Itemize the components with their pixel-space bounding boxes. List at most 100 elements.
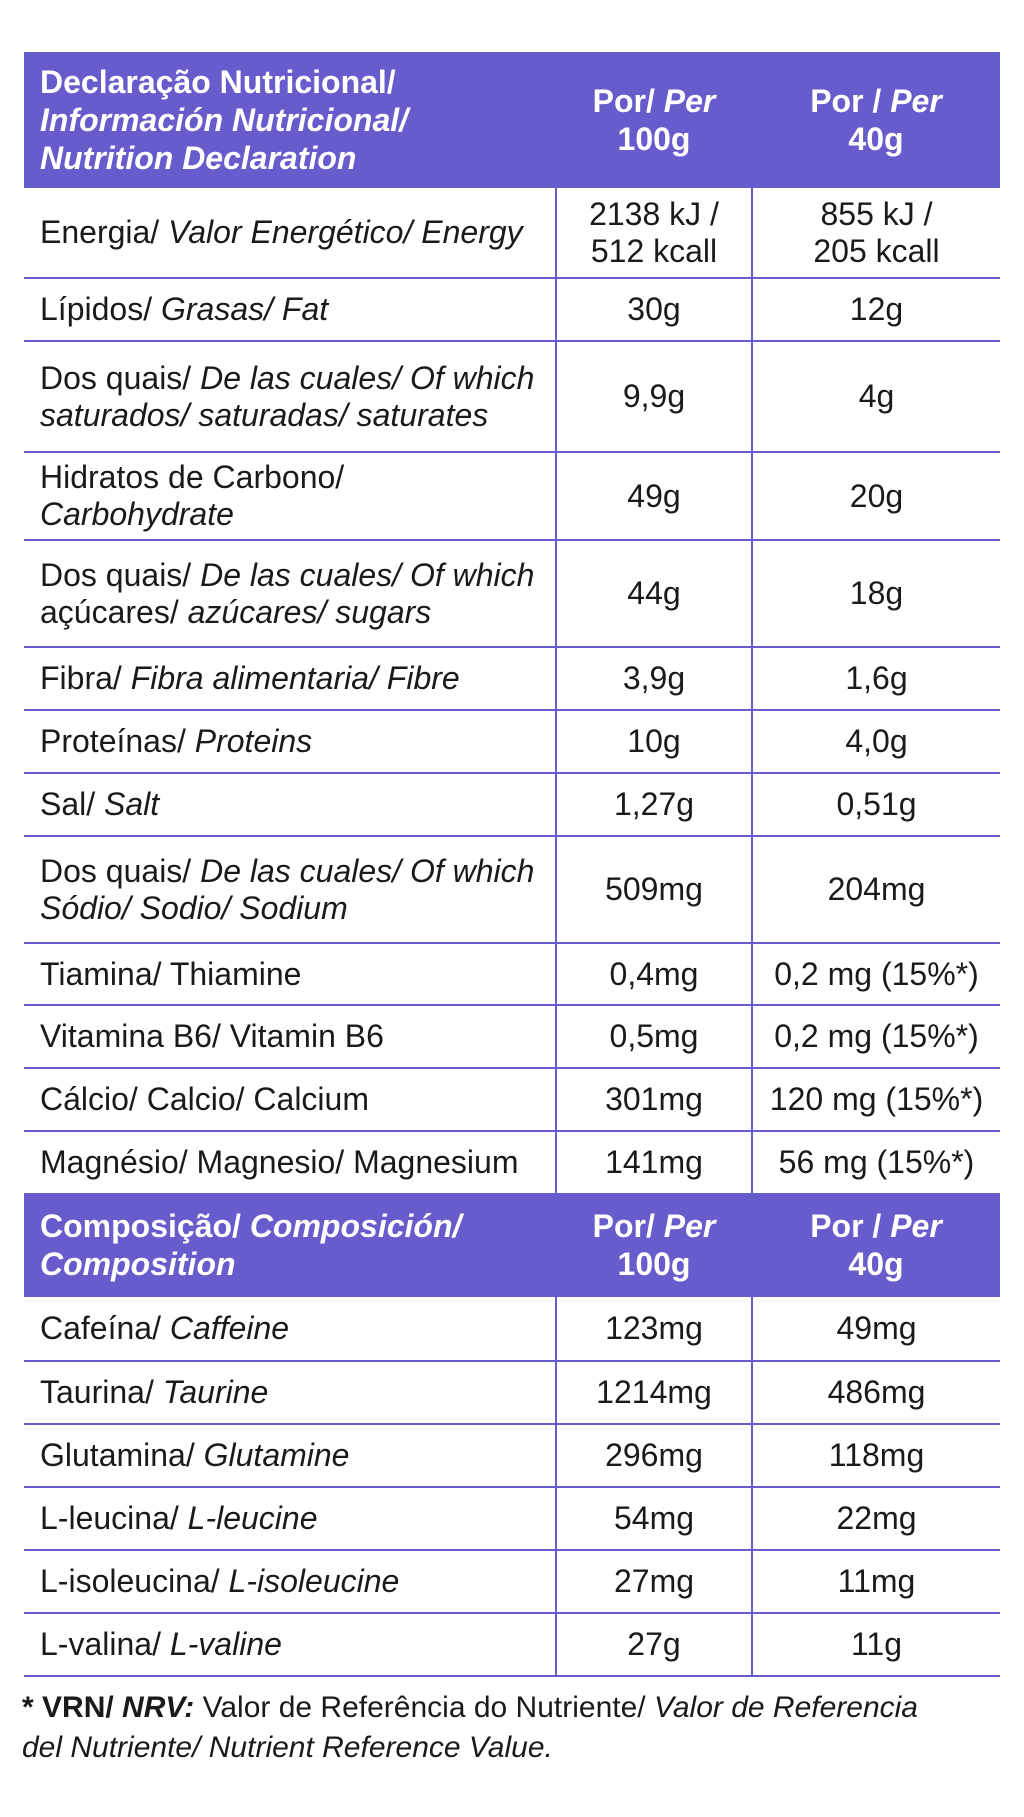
label-line-2: saturados/ saturadas/ saturates bbox=[40, 396, 489, 433]
value-40g: 11mg bbox=[751, 1550, 1000, 1614]
header-amount: 40g bbox=[848, 1246, 904, 1282]
composition-header-label: Composição/ Composición/ Composition bbox=[24, 1193, 556, 1297]
nutrition-header-label: Declaração Nutricional/ Información Nutr… bbox=[24, 52, 556, 188]
table-row-sodium: Dos quais/ De las cuales/ Of which Sódio/… bbox=[24, 836, 1000, 944]
header-label-es: Información Nutricional/ bbox=[40, 102, 409, 138]
value-100g: 123mg bbox=[555, 1297, 752, 1362]
label-pt: Dos quais/ bbox=[40, 359, 201, 396]
row-label: L-leucina/ L-leucine bbox=[24, 1487, 556, 1551]
table-row-vitamin-b6: Vitamina B6/ Vitamin B6 0,5mg 0,2 mg (15… bbox=[24, 1005, 1000, 1069]
value-40g: 855 kJ /205 kcall bbox=[751, 188, 1000, 279]
value-100g: 2138 kJ /512 kcall bbox=[555, 188, 752, 279]
label-en: Glutamine bbox=[203, 1437, 350, 1473]
row-label: Hidratos de Carbono/ Carbohydrate bbox=[24, 452, 556, 541]
value-100g: 27g bbox=[555, 1613, 752, 1677]
table-row-salt: Sal/ Salt 1,27g 0,51g bbox=[24, 773, 1000, 837]
label-pt: Glutamina/ bbox=[40, 1437, 204, 1473]
value-100g: 296mg bbox=[555, 1424, 752, 1488]
label-pt: Energia/ bbox=[40, 214, 169, 250]
value-100g: 9,9g bbox=[555, 341, 752, 453]
value-40g: 204mg bbox=[751, 836, 1000, 944]
composition-header-row: Composição/ Composición/ Composition Por… bbox=[24, 1193, 1000, 1297]
table-row-magnesium: Magnésio/ Magnesio/ Magnesium 141mg 56 m… bbox=[24, 1131, 1000, 1193]
header-per: Per bbox=[663, 83, 716, 119]
table-row-energy: Energia/ Valor Energético/ Energy 2138 k… bbox=[24, 188, 1000, 279]
value-100g: 27mg bbox=[555, 1550, 752, 1614]
value-40g: 120 mg (15%*) bbox=[751, 1068, 1000, 1132]
row-label: Dos quais/ De las cuales/ Of which Sódio/… bbox=[24, 836, 556, 944]
label-line-2: Sódio/ Sodio/ Sodium bbox=[40, 889, 348, 926]
value-40g: 4,0g bbox=[751, 710, 1000, 774]
value-40g: 49mg bbox=[751, 1297, 1000, 1362]
row-label: Dos quais/ De las cuales/ Of which satura… bbox=[24, 341, 556, 453]
row-label: Cafeína/ Caffeine bbox=[24, 1297, 556, 1362]
nutrition-table: Declaração Nutricional/ Información Nutr… bbox=[24, 52, 1000, 1677]
label-es-en: De las cuales/ Of which bbox=[200, 556, 535, 593]
row-label: Dos quais/ De las cuales/ Of which açúcar… bbox=[24, 540, 556, 648]
label-pt: Lípidos/ bbox=[40, 291, 161, 327]
table-row-saturates: Dos quais/ De las cuales/ Of which satura… bbox=[24, 341, 1000, 453]
row-label: Vitamina B6/ Vitamin B6 bbox=[24, 1005, 556, 1069]
label-pt: Taurina/ bbox=[40, 1374, 163, 1410]
row-label: L-isoleucina/ L-isoleucine bbox=[24, 1550, 556, 1614]
label-es-en: De las cuales/ Of which bbox=[200, 852, 535, 889]
value-100g: 3,9g bbox=[555, 647, 752, 711]
value-40g: 12g bbox=[751, 278, 1000, 342]
table-row-caffeine: Cafeína/ Caffeine 123mg 49mg bbox=[24, 1297, 1000, 1362]
label-pt: L-leucina/ bbox=[40, 1500, 188, 1536]
value-100g: 30g bbox=[555, 278, 752, 342]
header-label-pt: Composição/ bbox=[40, 1208, 250, 1244]
table-row-fibre: Fibra/ Fibra alimentaria/ Fibre 3,9g 1,6… bbox=[24, 647, 1000, 711]
row-label: Glutamina/ Glutamine bbox=[24, 1424, 556, 1488]
value-100g: 1214mg bbox=[555, 1361, 752, 1425]
value-40g: 0,2 mg (15%*) bbox=[751, 1005, 1000, 1069]
value-line: 205 kcall bbox=[813, 232, 940, 269]
header-per: Per bbox=[663, 1208, 716, 1244]
header-por: Por/ bbox=[592, 83, 664, 119]
header-label-en: Composition bbox=[40, 1246, 236, 1282]
header-per: Per bbox=[890, 1208, 942, 1244]
value-40g: 0,2 mg (15%*) bbox=[751, 943, 1000, 1006]
header-amount: 100g bbox=[617, 1246, 691, 1282]
label-line-2-es-en: azúcares/ sugars bbox=[187, 593, 432, 630]
label-en: L-isoleucine bbox=[228, 1563, 400, 1599]
label-line-2-pt: açúcares/ bbox=[40, 593, 188, 630]
label-en: Taurine bbox=[162, 1374, 269, 1410]
value-40g: 56 mg (15%*) bbox=[751, 1131, 1000, 1193]
table-row-carbohydrate: Hidratos de Carbono/ Carbohydrate 49g 20… bbox=[24, 452, 1000, 541]
header-per-40g: Por / Per 40g bbox=[752, 1193, 1000, 1297]
header-per: Per bbox=[890, 83, 942, 119]
footnote: * VRN/ NRV: Valor de Referência do Nutri… bbox=[22, 1688, 1012, 1768]
value-100g: 49g bbox=[555, 452, 752, 541]
value-40g: 4g bbox=[751, 341, 1000, 453]
label-pt: Hidratos de Carbono/ bbox=[40, 459, 345, 495]
row-label: L-valina/ L-valine bbox=[24, 1613, 556, 1677]
header-por: Por / bbox=[810, 1208, 891, 1244]
table-row-l-isoleucine: L-isoleucina/ L-isoleucine 27mg 11mg bbox=[24, 1550, 1000, 1614]
row-label: Fibra/ Fibra alimentaria/ Fibre bbox=[24, 647, 556, 711]
table-row-taurine: Taurina/ Taurine 1214mg 486mg bbox=[24, 1361, 1000, 1425]
value-40g: 118mg bbox=[751, 1424, 1000, 1488]
value-40g: 486mg bbox=[751, 1361, 1000, 1425]
label-en: Caffeine bbox=[169, 1310, 290, 1346]
value-line: 2138 kJ / bbox=[589, 195, 719, 232]
label-en: L-valine bbox=[169, 1626, 282, 1662]
footnote-es: Valor de Referencia bbox=[653, 1691, 918, 1724]
value-100g: 0,5mg bbox=[555, 1005, 752, 1069]
table-row-calcium: Cálcio/ Calcio/ Calcium 301mg 120 mg (15… bbox=[24, 1068, 1000, 1132]
value-100g: 44g bbox=[555, 540, 752, 648]
label-pt: L-valina/ bbox=[40, 1626, 170, 1662]
table-row-glutamine: Glutamina/ Glutamine 296mg 118mg bbox=[24, 1424, 1000, 1488]
label-es-en: Carbohydrate bbox=[40, 496, 234, 532]
row-label: Proteínas/ Proteins bbox=[24, 710, 556, 774]
label-es-en: Fibra alimentaria/ Fibre bbox=[130, 660, 460, 696]
table-row-l-valine: L-valina/ L-valine 27g 11g bbox=[24, 1613, 1000, 1677]
row-label: Energia/ Valor Energético/ Energy bbox=[24, 188, 556, 279]
footnote-nrv: NRV: bbox=[122, 1691, 195, 1724]
footnote-star: * bbox=[22, 1691, 43, 1724]
header-label-en: Nutrition Declaration bbox=[40, 140, 357, 176]
value-40g: 20g bbox=[751, 452, 1000, 541]
footnote-vrn: VRN/ bbox=[42, 1691, 123, 1724]
label-pt: Fibra/ bbox=[40, 660, 131, 696]
value-40g: 18g bbox=[751, 540, 1000, 648]
